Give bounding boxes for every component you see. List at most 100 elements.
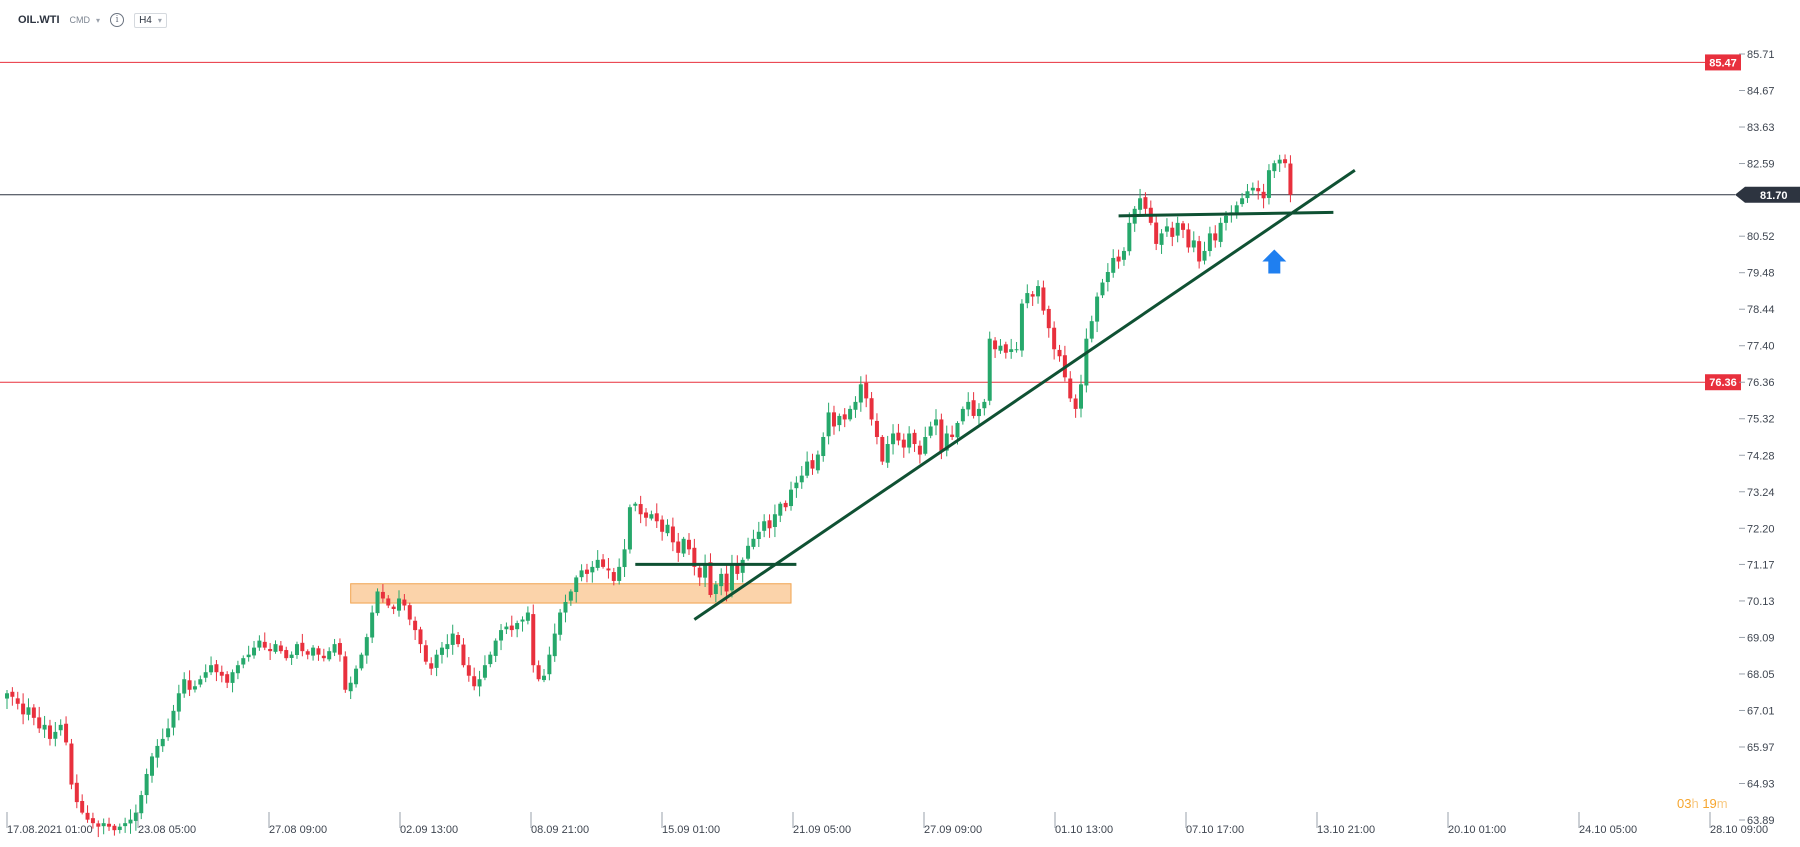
- candle-body: [1105, 272, 1110, 283]
- candle-body: [531, 614, 536, 666]
- candle-body: [547, 654, 552, 675]
- candle-body: [595, 559, 600, 568]
- candle-body: [343, 656, 348, 690]
- candle: [241, 655, 246, 669]
- candle: [724, 565, 729, 602]
- candle: [47, 719, 52, 746]
- candle: [1019, 299, 1024, 357]
- info-icon[interactable]: i: [110, 13, 125, 27]
- candle: [488, 651, 493, 668]
- candle: [901, 433, 906, 458]
- candle: [375, 588, 380, 616]
- candle: [633, 501, 638, 512]
- candle: [1025, 284, 1030, 309]
- candle-countdown: 03h 19m: [1677, 796, 1728, 811]
- candle: [445, 634, 450, 658]
- candle: [112, 823, 117, 836]
- candle: [670, 517, 675, 552]
- candle: [300, 633, 305, 657]
- candle: [1073, 394, 1078, 418]
- candle: [568, 589, 573, 606]
- timeframe-selector[interactable]: H4 ▾: [134, 12, 167, 28]
- candle: [1143, 192, 1148, 215]
- candle-body: [864, 382, 869, 399]
- candle: [370, 605, 375, 644]
- candle: [364, 633, 369, 664]
- y-tick-label: 80.52: [1747, 231, 1775, 243]
- candle-body: [1014, 349, 1019, 351]
- candle: [235, 660, 240, 680]
- candle: [192, 680, 197, 693]
- candle-body: [504, 626, 509, 630]
- candle-body: [939, 419, 944, 452]
- candle-body: [1266, 170, 1271, 198]
- candle-body: [826, 412, 831, 437]
- candle-body: [778, 503, 783, 516]
- candle-body: [654, 513, 659, 522]
- candle: [252, 641, 257, 659]
- candle-body: [160, 738, 165, 747]
- candle-body: [681, 538, 686, 554]
- x-tick-label: 15.09 01:00: [662, 824, 720, 836]
- candle-body: [445, 644, 450, 650]
- candle: [982, 398, 987, 416]
- candle: [660, 515, 665, 541]
- candle-body: [155, 745, 160, 758]
- y-tick-label: 71.17: [1747, 559, 1775, 571]
- candle-body: [5, 693, 9, 699]
- candle-body: [1041, 287, 1046, 311]
- candle: [316, 645, 321, 661]
- candle: [815, 450, 820, 474]
- candle-body: [617, 566, 622, 581]
- market-selector[interactable]: CMD ▾: [70, 15, 101, 25]
- x-tick-label: 20.10 01:00: [1448, 824, 1506, 836]
- candle: [681, 536, 686, 558]
- candle-body: [1181, 223, 1186, 230]
- candle: [944, 425, 949, 457]
- candle: [719, 568, 724, 596]
- candle-body: [386, 598, 391, 606]
- candle-body: [348, 682, 353, 692]
- candle-body: [740, 559, 745, 573]
- candle: [450, 624, 455, 655]
- candle: [708, 553, 713, 598]
- candle-body: [1213, 233, 1218, 241]
- candle-body: [606, 568, 611, 571]
- candle: [778, 501, 783, 523]
- candle: [821, 432, 826, 462]
- candle: [998, 339, 1003, 354]
- candle: [606, 557, 611, 579]
- x-tick-label: 24.10 05:00: [1579, 824, 1637, 836]
- candle-body: [837, 415, 842, 426]
- candle-body: [477, 679, 482, 687]
- candle-body: [10, 691, 15, 697]
- candle-body: [499, 630, 504, 641]
- candle-body: [482, 665, 487, 678]
- candle: [799, 466, 804, 489]
- candle-body: [1191, 240, 1196, 248]
- candle: [1138, 188, 1143, 216]
- candle: [783, 500, 788, 512]
- candle-body: [1121, 250, 1126, 260]
- candle-body: [31, 707, 36, 718]
- candle: [891, 424, 896, 455]
- candle: [1068, 371, 1073, 403]
- candle: [477, 670, 482, 697]
- candle: [1057, 344, 1062, 362]
- candle: [268, 643, 273, 661]
- candle-body: [80, 800, 85, 813]
- candle-body: [976, 408, 981, 417]
- candle-body: [85, 812, 90, 820]
- countdown-hours: 03: [1677, 796, 1692, 811]
- candle-body: [982, 401, 987, 409]
- candle: [966, 392, 971, 417]
- candle: [1207, 226, 1212, 257]
- candle-body: [1003, 344, 1008, 353]
- candle-body: [1036, 286, 1041, 297]
- symbol-label[interactable]: OIL.WTI: [18, 14, 60, 26]
- candle-body: [762, 521, 767, 531]
- market-label: CMD: [69, 15, 91, 25]
- candle-body: [359, 654, 364, 669]
- candle: [472, 667, 477, 691]
